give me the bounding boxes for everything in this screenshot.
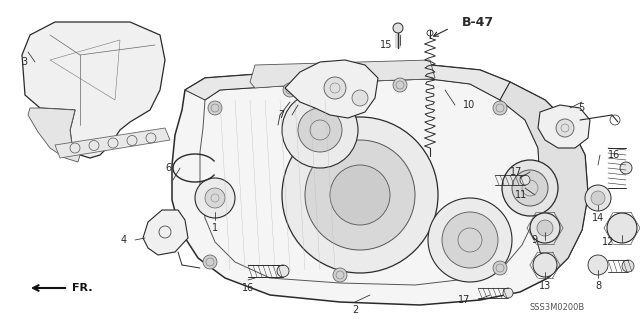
Circle shape <box>503 288 513 298</box>
Circle shape <box>493 261 507 275</box>
Text: 9: 9 <box>531 235 537 245</box>
Polygon shape <box>250 60 435 88</box>
Text: 1: 1 <box>212 223 218 233</box>
Polygon shape <box>22 22 165 158</box>
Circle shape <box>277 265 289 277</box>
Circle shape <box>283 83 297 97</box>
Circle shape <box>585 185 611 211</box>
Text: 15: 15 <box>380 40 392 50</box>
Text: 11: 11 <box>515 190 527 200</box>
Circle shape <box>442 212 498 268</box>
Text: 12: 12 <box>602 237 614 247</box>
Text: 14: 14 <box>592 213 604 223</box>
Polygon shape <box>285 60 378 118</box>
Circle shape <box>203 255 217 269</box>
Text: FR.: FR. <box>72 283 93 293</box>
Polygon shape <box>500 82 588 278</box>
Polygon shape <box>28 108 80 162</box>
Polygon shape <box>172 65 588 305</box>
Circle shape <box>298 108 342 152</box>
Circle shape <box>205 188 225 208</box>
Text: 16: 16 <box>242 283 254 293</box>
Circle shape <box>195 178 235 218</box>
Text: 7: 7 <box>278 110 284 120</box>
Text: 6: 6 <box>166 163 172 173</box>
Text: 10: 10 <box>463 100 476 110</box>
Circle shape <box>330 165 390 225</box>
Circle shape <box>620 162 632 174</box>
Circle shape <box>520 175 530 185</box>
Circle shape <box>533 253 557 277</box>
Circle shape <box>305 140 415 250</box>
Circle shape <box>428 198 512 282</box>
Text: SSS3M0200B: SSS3M0200B <box>530 303 585 313</box>
Text: 5: 5 <box>578 103 584 113</box>
Polygon shape <box>538 105 590 148</box>
Text: 13: 13 <box>539 281 551 291</box>
Text: 17: 17 <box>458 295 470 305</box>
Text: 16: 16 <box>608 150 620 160</box>
Circle shape <box>502 160 558 216</box>
Polygon shape <box>55 128 170 158</box>
Text: B-47: B-47 <box>462 16 494 28</box>
Circle shape <box>282 92 358 168</box>
Text: 2: 2 <box>352 305 358 315</box>
Circle shape <box>622 260 634 272</box>
Text: 4: 4 <box>121 235 127 245</box>
Circle shape <box>493 101 507 115</box>
Polygon shape <box>185 65 510 100</box>
Circle shape <box>352 90 368 106</box>
Circle shape <box>324 77 346 99</box>
Circle shape <box>282 117 438 273</box>
Circle shape <box>512 170 548 206</box>
Circle shape <box>537 220 553 236</box>
Circle shape <box>393 23 403 33</box>
Text: 3: 3 <box>21 57 27 67</box>
Circle shape <box>393 78 407 92</box>
Polygon shape <box>143 210 188 255</box>
Circle shape <box>591 191 605 205</box>
Circle shape <box>208 101 222 115</box>
Circle shape <box>556 119 574 137</box>
Circle shape <box>588 255 608 275</box>
Text: 8: 8 <box>595 281 601 291</box>
Circle shape <box>530 213 560 243</box>
Circle shape <box>607 213 637 243</box>
Text: 17: 17 <box>509 167 522 177</box>
Circle shape <box>333 268 347 282</box>
